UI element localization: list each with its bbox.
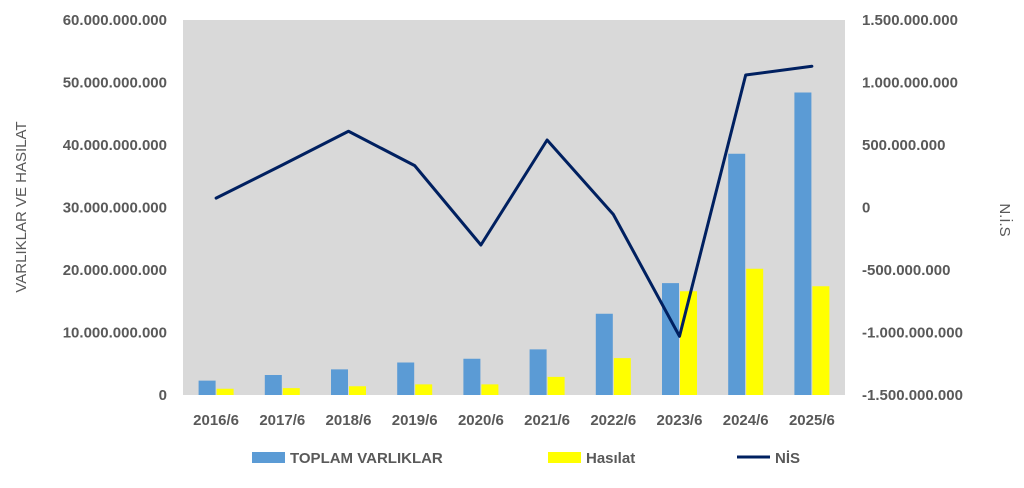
y-tick-label: 40.000.000.000	[63, 137, 167, 154]
x-tick-label: 2024/6	[723, 412, 769, 429]
x-tick-label: 2020/6	[458, 412, 504, 429]
y2-tick-label: 0	[862, 200, 870, 217]
y-tick-label: 0	[159, 387, 167, 404]
bar-hasilat-0	[216, 388, 234, 395]
x-axis-ticks: 2016/6 2017/6 2018/6 2019/6 2020/6 2021/6 2022…	[193, 412, 835, 429]
y2-tick-label: -1.500.000.000	[862, 387, 963, 404]
y2-tick-label: 1.000.000.000	[862, 75, 958, 92]
bar-toplam-varliklar-3	[397, 362, 415, 395]
bar-toplam-varliklar-8	[728, 153, 746, 395]
bar-toplam-varliklar-5	[529, 349, 547, 395]
x-tick-label: 2021/6	[524, 412, 570, 429]
bar-hasilat-4	[481, 384, 499, 395]
legend-label-1: Hasılat	[586, 450, 635, 467]
y-axis-title: VARLIKLAR VE HASILAT	[13, 121, 30, 292]
bar-toplam-varliklar-9	[794, 92, 812, 395]
bar-toplam-varliklar-7	[662, 283, 679, 395]
right-axis-ticks: -1.500.000.000 -1.000.000.000 -500.000.000…	[862, 12, 963, 404]
x-tick-label: 2019/6	[392, 412, 438, 429]
legend-swatch-1	[548, 452, 581, 463]
left-axis-ticks: 0 10.000.000.000 20.000.000.000 30.000.000.…	[63, 12, 167, 404]
legend-label-0: TOPLAM VARLIKLAR	[290, 450, 443, 467]
y-tick-label: 60.000.000.000	[63, 12, 167, 29]
x-tick-label: 2025/6	[789, 412, 835, 429]
line-nis	[214, 64, 814, 338]
x-tick-label: 2018/6	[326, 412, 372, 429]
bar-hasilat-6	[613, 358, 631, 395]
bars-group	[198, 92, 830, 395]
y-tick-label: 20.000.000.000	[63, 262, 167, 279]
legend-label-2: NİS	[775, 450, 800, 467]
x-tick-label: 2022/6	[590, 412, 636, 429]
bar-hasilat-5	[547, 376, 565, 395]
bar-hasilat-3	[415, 384, 433, 395]
y2-tick-label: 500.000.000	[862, 137, 945, 154]
bar-hasilat-8	[746, 268, 764, 395]
y-tick-label: 10.000.000.000	[63, 325, 167, 342]
bar-hasilat-1	[282, 388, 300, 395]
bar-toplam-varliklar-2	[331, 369, 348, 395]
y-tick-label: 50.000.000.000	[63, 75, 167, 92]
bar-toplam-varliklar-6	[595, 313, 613, 395]
y2-tick-label: -1.000.000.000	[862, 325, 963, 342]
bar-hasilat-2	[349, 386, 366, 395]
y2-axis-title: N.İ.S	[996, 203, 1014, 236]
x-tick-label: 2016/6	[193, 412, 239, 429]
y2-tick-label: 1.500.000.000	[862, 12, 958, 29]
legend: TOPLAM VARLIKLAR Hasılat NİS	[252, 450, 800, 467]
bar-toplam-varliklar-0	[198, 380, 216, 395]
x-tick-label: 2023/6	[657, 412, 703, 429]
bar-hasilat-9	[812, 286, 830, 395]
line-group	[214, 64, 814, 338]
x-tick-label: 2017/6	[259, 412, 305, 429]
bar-toplam-varliklar-1	[264, 375, 282, 395]
y-tick-label: 30.000.000.000	[63, 200, 167, 217]
y2-tick-label: -500.000.000	[862, 262, 950, 279]
legend-swatch-0	[252, 452, 285, 463]
bar-toplam-varliklar-4	[463, 358, 481, 395]
